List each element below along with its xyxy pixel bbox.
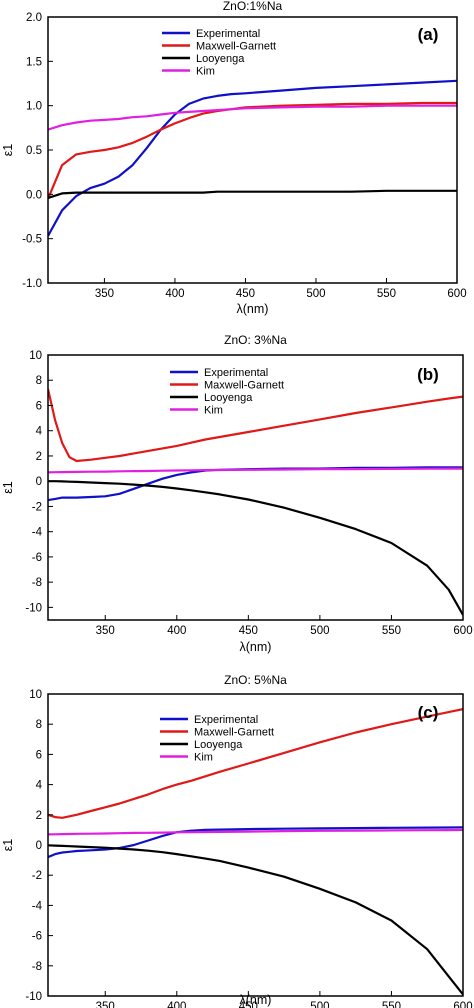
y-axis-label: ε1 <box>1 144 15 157</box>
y-axis-label: ε1 <box>1 481 15 494</box>
y-axis-label-group: ε1 <box>1 839 15 852</box>
legend-label: Looyenga <box>196 53 245 65</box>
x-axis-label: λ(nm) <box>240 993 272 1007</box>
legend-label: Looyenga <box>194 739 243 751</box>
legend-label: Kim <box>194 752 213 764</box>
y-axis-label: ε1 <box>1 839 15 852</box>
x-tick-label: 550 <box>377 288 396 300</box>
y-tick-label: -0.5 <box>22 234 42 246</box>
panel-label: (c) <box>418 703 439 722</box>
y-tick-label: -8 <box>32 577 42 589</box>
y-tick-label: -8 <box>32 961 42 973</box>
chart-panel-0: ZnO:1%Na 350 400 450 500 550 600 -1.0 -0.5 0.0 0.5… <box>1 0 467 316</box>
chart-panel-1: ZnO: 3%Na 350 400 450 500 550 600 -10 -8 -6 -4 -2 0 2… <box>1 333 473 654</box>
series-line-experimental <box>48 466 463 502</box>
series-line-kim <box>48 104 457 131</box>
x-tick-label: 350 <box>96 625 115 637</box>
legend-label: Experimental <box>194 714 258 726</box>
x-tick-label: 600 <box>447 288 466 300</box>
y-tick-label: -10 <box>25 602 42 614</box>
x-tick-label: 600 <box>453 625 472 637</box>
series-line-maxwell-garnett <box>48 101 457 200</box>
y-tick-label: 8 <box>36 719 42 731</box>
y-axis-label-group: ε1 <box>1 144 15 157</box>
legend-label: Maxwell-Garnett <box>196 41 276 53</box>
chart-title: ZnO: 5%Na <box>224 673 287 687</box>
x-tick-label: 600 <box>453 1001 472 1008</box>
y-tick-label: 2 <box>36 451 42 463</box>
y-tick-label: 6 <box>36 400 42 412</box>
y-tick-label: -2 <box>32 501 42 513</box>
x-tick-label: 500 <box>310 1001 329 1008</box>
series-line-looyenga <box>48 480 463 616</box>
x-tick-label: 550 <box>382 1001 401 1008</box>
legend-label: Kim <box>196 66 215 78</box>
plot-frame <box>47 354 464 621</box>
x-tick-label: 400 <box>165 288 184 300</box>
y-tick-label: -10 <box>25 991 42 1003</box>
x-tick-label: 350 <box>95 288 114 300</box>
series-line-kim <box>48 828 463 836</box>
x-tick-label: 450 <box>239 1001 258 1008</box>
x-tick-label: 450 <box>239 625 258 637</box>
y-tick-label: 0.0 <box>26 189 42 201</box>
x-tick-label: 400 <box>167 1001 186 1008</box>
chart-title: ZnO: 3%Na <box>224 333 287 347</box>
series-line-maxwell-garnett <box>48 388 463 463</box>
y-tick-label: -4 <box>32 900 43 912</box>
legend-label: Maxwell-Garnett <box>194 727 274 739</box>
series-line-maxwell-garnett <box>48 708 463 819</box>
y-tick-label: 4 <box>36 780 43 792</box>
x-tick-label: 450 <box>236 288 255 300</box>
plot-frame <box>47 693 464 997</box>
y-tick-label: 8 <box>36 375 42 387</box>
legend-label: Maxwell-Garnett <box>204 380 284 392</box>
x-axis-label: λ(nm) <box>240 640 272 654</box>
legend-label: Looyenga <box>204 392 253 404</box>
y-tick-label: 0.5 <box>26 145 42 157</box>
chart-title: ZnO:1%Na <box>223 0 283 13</box>
x-axis-label: λ(nm) <box>237 302 269 316</box>
y-tick-label: 1.0 <box>26 101 42 113</box>
panel-label: (b) <box>417 365 439 384</box>
series-line-looyenga <box>48 844 463 996</box>
y-tick-label: -2 <box>32 870 42 882</box>
y-tick-label: 6 <box>36 749 42 761</box>
legend-label: Experimental <box>204 367 268 379</box>
chart-panel-2: ZnO: 5%Na 350 400 450 500 550 600 -10 -8 -6 -4 -2 0 2… <box>1 673 473 1008</box>
y-tick-label: -1.0 <box>22 278 42 290</box>
y-tick-label: 10 <box>29 689 42 701</box>
y-axis-label-group: ε1 <box>1 481 15 494</box>
x-tick-label: 550 <box>382 625 401 637</box>
x-tick-label: 500 <box>306 288 325 300</box>
y-tick-label: 2 <box>36 810 42 822</box>
y-tick-label: -6 <box>32 931 42 943</box>
y-tick-label: 1.5 <box>26 56 42 68</box>
legend-label: Kim <box>204 405 223 417</box>
y-tick-label: 2.0 <box>26 12 42 24</box>
x-tick-label: 500 <box>310 625 329 637</box>
x-tick-label: 400 <box>167 625 186 637</box>
y-tick-label: 4 <box>36 426 43 438</box>
y-tick-label: 0 <box>36 476 42 488</box>
series-line-looyenga <box>48 189 457 199</box>
y-tick-label: -4 <box>32 527 43 539</box>
series-line-kim <box>48 467 463 474</box>
legend-label: Experimental <box>196 28 260 40</box>
y-tick-label: -6 <box>32 552 42 564</box>
panel-label: (a) <box>418 25 439 44</box>
series-line-experimental <box>48 79 457 237</box>
x-tick-label: 350 <box>96 1001 115 1008</box>
y-tick-label: 0 <box>36 840 42 852</box>
y-tick-label: 10 <box>29 350 42 362</box>
